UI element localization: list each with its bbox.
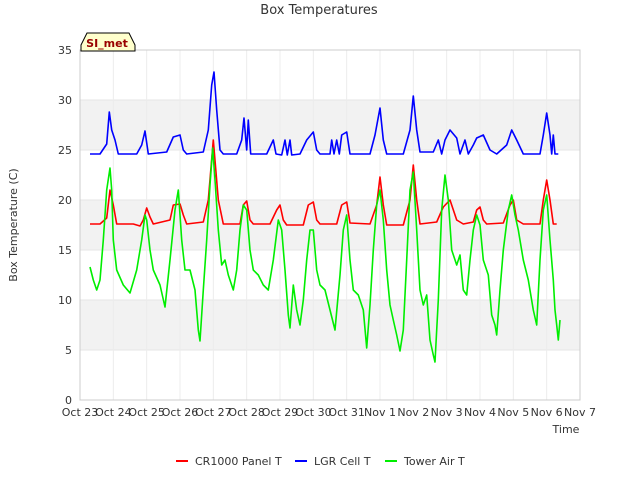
- x-tick-label: Oct 26: [162, 406, 199, 419]
- x-tick-label: Nov 3: [431, 406, 463, 419]
- legend-label: LGR Cell T: [314, 455, 371, 468]
- band: [80, 100, 580, 150]
- x-tick-label: Oct 27: [195, 406, 232, 419]
- band: [80, 200, 580, 250]
- y-tick-label: 25: [58, 144, 72, 157]
- series-line-0: [90, 139, 557, 227]
- x-tick-label: Oct 24: [95, 406, 132, 419]
- plot-frame: [79, 49, 581, 401]
- y-axis-label: Box Temperature (C): [7, 168, 20, 281]
- x-tick-label: Nov 7: [564, 406, 596, 419]
- x-tick-label: Nov 1: [364, 406, 396, 419]
- station-badge-shape: [80, 32, 136, 52]
- y-tick-label: 10: [58, 294, 72, 307]
- y-tick-labels: 0 5 10 15 20 25 30 35: [58, 44, 72, 407]
- legend-label: CR1000 Panel T: [195, 455, 282, 468]
- x-tick-label: Oct 25: [128, 406, 165, 419]
- y-tick-label: 20: [58, 194, 72, 207]
- x-tick-label: Oct 31: [328, 406, 365, 419]
- legend: CR1000 Panel T LGR Cell T Tower Air T: [176, 455, 465, 468]
- x-tick-label: Nov 6: [531, 406, 563, 419]
- x-tick-label: Nov 2: [397, 406, 429, 419]
- x-tick-label: Oct 29: [262, 406, 299, 419]
- x-tick-label: Oct 23: [62, 406, 99, 419]
- y-tick-label: 30: [58, 94, 72, 107]
- series-layer: [89, 71, 561, 363]
- y-tick-label: 5: [65, 344, 72, 357]
- y-tick-label: 35: [58, 44, 72, 57]
- y-tick-label: 15: [58, 244, 72, 257]
- x-tick-label: Nov 4: [464, 406, 496, 419]
- station-badge-label: SI_met: [86, 37, 128, 50]
- x-tick-label: Nov 5: [497, 406, 529, 419]
- x-axis-label: Time: [552, 423, 580, 436]
- station-badge: SI_met: [80, 32, 136, 52]
- y-tick-label: 0: [65, 394, 72, 407]
- series-line-2: [89, 147, 561, 363]
- chart-title: Box Temperatures: [260, 3, 378, 18]
- legend-label: Tower Air T: [403, 455, 465, 468]
- x-tick-label: Oct 28: [228, 406, 265, 419]
- x-tick-label: Oct 30: [295, 406, 332, 419]
- series-line-1: [90, 71, 559, 156]
